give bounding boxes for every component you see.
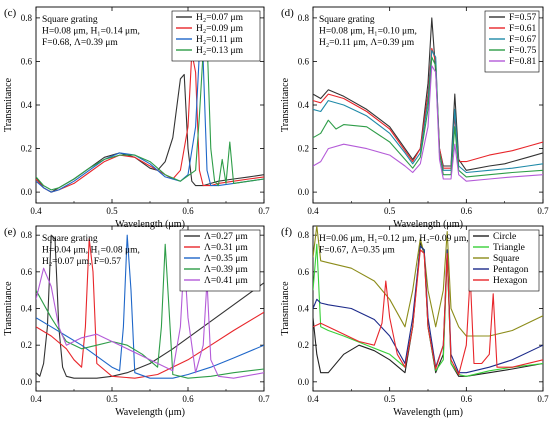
legend-label: F=0.75 bbox=[509, 46, 537, 56]
y-tick-label: 0.4 bbox=[298, 304, 310, 314]
y-tick-label: 0.6 bbox=[298, 267, 310, 277]
legend-label: H₂=0.09 μm bbox=[196, 24, 244, 34]
y-tick-label: 0.0 bbox=[21, 187, 33, 197]
legend-box bbox=[179, 229, 261, 292]
legend-label: F=0.57 bbox=[509, 13, 537, 23]
legend-box bbox=[171, 10, 261, 62]
legend-label: Λ=0.41 μm bbox=[204, 276, 248, 286]
y-axis-label: Transmitance bbox=[280, 77, 291, 132]
legend-label: F=0.81 bbox=[509, 57, 537, 67]
series-line-4 bbox=[313, 56, 543, 178]
x-tick-label: 0.5 bbox=[384, 394, 396, 404]
y-tick-label: 0.8 bbox=[298, 13, 310, 23]
y-tick-label: 0.6 bbox=[21, 267, 33, 277]
x-tick-label: 0.5 bbox=[106, 394, 118, 404]
chart-panel-3: 0.4 0.5 0.6 0.7 0.0 0.2 0.4 0.6 0.8 Wavelength (μ… bbox=[3, 225, 270, 418]
x-tick-label: 0.7 bbox=[258, 394, 270, 404]
series-line-4 bbox=[36, 36, 264, 191]
x-tick-label: 0.5 bbox=[384, 206, 396, 216]
annotation-text: Square grating bbox=[42, 234, 98, 244]
legend-label: F=0.67 bbox=[509, 35, 537, 45]
series-line-2 bbox=[36, 238, 264, 379]
x-axis-label: Wavelength (μm) bbox=[115, 407, 185, 418]
panel-label: (f) bbox=[281, 226, 292, 238]
chart-panel-4: 0.4 0.5 0.6 0.7 0.0 0.2 0.4 0.6 0.8 Wavelength (μ… bbox=[280, 225, 549, 418]
legend-label: H₂=0.11 μm bbox=[196, 35, 243, 45]
legend-label: H₂=0.07 μm bbox=[196, 13, 244, 23]
legend-box bbox=[484, 10, 540, 73]
series-line-1 bbox=[36, 73, 264, 193]
series-line-5 bbox=[36, 256, 264, 379]
chart-panel-1: 0.4 0.5 0.6 0.7 0.0 0.2 0.4 0.6 0.8 Wavelength (μ… bbox=[3, 6, 270, 230]
y-tick-label: 0.4 bbox=[21, 304, 33, 314]
y-tick-label: 0.8 bbox=[21, 13, 33, 23]
x-tick-label: 0.4 bbox=[30, 206, 42, 216]
y-tick-label: 0.2 bbox=[298, 144, 309, 154]
annotation-text: H=0.08 μm, H₁=0.14 μm, bbox=[42, 27, 140, 37]
x-tick-label: 0.7 bbox=[258, 206, 270, 216]
annotation-text: H₂=0.11 μm, Λ=0.39 μm bbox=[319, 38, 415, 48]
annotation-text: Square grating bbox=[42, 15, 98, 25]
x-tick-label: 0.7 bbox=[537, 394, 549, 404]
y-tick-label: 0.2 bbox=[21, 340, 32, 350]
series-line-4 bbox=[313, 245, 543, 374]
x-axis-label: Wavelength (μm) bbox=[115, 219, 185, 230]
annotation-text: F=0.68, Λ=0.39 μm bbox=[42, 38, 118, 48]
x-tick-label: 0.7 bbox=[537, 206, 549, 216]
series-line-3 bbox=[313, 50, 543, 174]
x-axis-label: Wavelength (μm) bbox=[393, 219, 463, 230]
series-line-2 bbox=[36, 52, 264, 193]
panel-label: (c) bbox=[4, 7, 17, 19]
legend-label: Λ=0.27 μm bbox=[204, 232, 248, 242]
x-tick-label: 0.4 bbox=[30, 394, 42, 404]
annotation-text: H₂=0.07 μm, F=0.57 bbox=[42, 257, 121, 267]
x-tick-label: 0.6 bbox=[182, 206, 194, 216]
y-tick-label: 0.4 bbox=[21, 100, 33, 110]
legend-label: Λ=0.39 μm bbox=[204, 265, 248, 275]
series-line-4 bbox=[36, 243, 264, 379]
y-axis-label: Transmitance bbox=[280, 281, 291, 336]
x-axis-label: Wavelength (μm) bbox=[393, 407, 463, 418]
y-tick-label: 0.4 bbox=[298, 100, 310, 110]
series-line-5 bbox=[313, 65, 543, 182]
x-tick-label: 0.6 bbox=[461, 394, 473, 404]
series-line-5 bbox=[313, 249, 543, 376]
x-tick-label: 0.5 bbox=[106, 206, 118, 216]
chart-panel-2: 0.4 0.5 0.6 0.7 0.0 0.2 0.4 0.6 0.8 Wavelength (μ… bbox=[280, 6, 549, 230]
x-tick-label: 0.4 bbox=[307, 394, 319, 404]
y-tick-label: 0.2 bbox=[298, 340, 309, 350]
annotation-text: F=0.67, Λ=0.35 μm bbox=[319, 246, 395, 256]
y-tick-label: 0.6 bbox=[298, 56, 310, 66]
legend-label: Circle bbox=[493, 232, 516, 242]
legend-box bbox=[468, 229, 540, 292]
annotation-text: Square grating bbox=[319, 15, 375, 25]
legend-label: Hexagon bbox=[493, 276, 528, 286]
x-tick-label: 0.6 bbox=[182, 394, 194, 404]
y-axis-label: Transmitance bbox=[3, 77, 14, 132]
legend-label: Square bbox=[493, 254, 519, 264]
legend-label: Triangle bbox=[493, 243, 525, 253]
legend-label: Pentagon bbox=[493, 265, 529, 275]
annotation-text: H=0.04 μm, H₁=0.08 μm, bbox=[42, 246, 140, 256]
y-tick-label: 0.0 bbox=[298, 187, 310, 197]
legend-label: Λ=0.35 μm bbox=[204, 254, 248, 264]
x-tick-label: 0.6 bbox=[461, 206, 473, 216]
x-tick-label: 0.4 bbox=[307, 206, 319, 216]
y-tick-label: 0.8 bbox=[298, 230, 310, 240]
y-tick-label: 0.8 bbox=[21, 230, 33, 240]
annotation-text: H=0.08 μm, H₁=0.10 μm, bbox=[319, 27, 417, 37]
series-line-3 bbox=[36, 52, 264, 193]
panel-label: (d) bbox=[281, 7, 294, 19]
y-tick-label: 0.2 bbox=[21, 144, 32, 154]
y-axis-label: Transmitance bbox=[3, 281, 14, 336]
legend-label: H₂=0.13 μm bbox=[196, 46, 244, 56]
y-tick-label: 0.0 bbox=[21, 377, 33, 387]
y-tick-label: 0.6 bbox=[21, 56, 33, 66]
legend-label: Λ=0.31 μm bbox=[204, 243, 248, 253]
legend-label: F=0.61 bbox=[509, 24, 537, 34]
annotation-text: H=0.06 μm, H₁=0.12 μm, H₂=0.09 μm, bbox=[319, 234, 469, 244]
y-tick-label: 0.0 bbox=[298, 377, 310, 387]
panel-label: (e) bbox=[4, 226, 17, 238]
